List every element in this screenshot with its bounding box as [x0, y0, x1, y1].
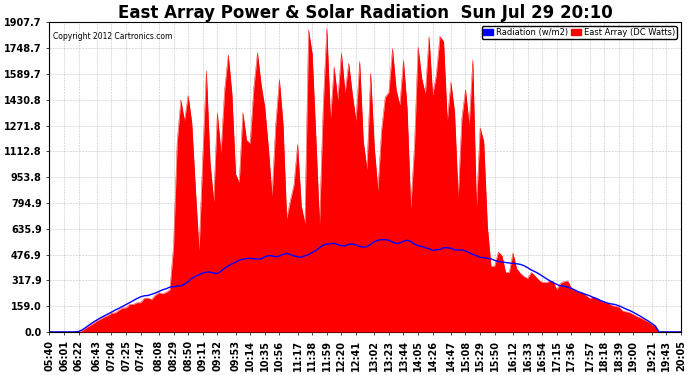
Legend: Radiation (w/m2), East Array (DC Watts): Radiation (w/m2), East Array (DC Watts)	[482, 27, 677, 39]
Title: East Array Power & Solar Radiation  Sun Jul 29 20:10: East Array Power & Solar Radiation Sun J…	[118, 4, 613, 22]
Text: Copyright 2012 Cartronics.com: Copyright 2012 Cartronics.com	[52, 32, 172, 40]
